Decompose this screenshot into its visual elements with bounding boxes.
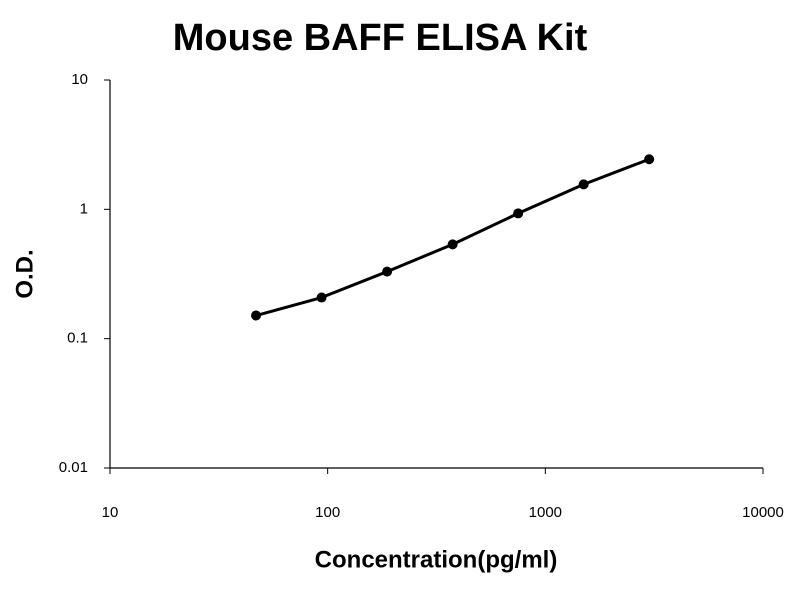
- data-point: [316, 292, 327, 303]
- data-point: [382, 266, 393, 277]
- x-tick-label: 10: [102, 504, 119, 521]
- y-tick-label: 1: [80, 200, 88, 217]
- x-tick-label: 10000: [742, 504, 784, 521]
- data-point: [578, 179, 589, 190]
- x-axis-title: Concentration(pg/ml): [315, 546, 558, 573]
- x-tick-label: 1000: [529, 504, 562, 521]
- data-point: [513, 208, 524, 219]
- y-tick-label: 10: [71, 71, 88, 88]
- data-point: [447, 239, 458, 250]
- chart-title: Mouse BAFF ELISA Kit: [173, 17, 588, 59]
- y-tick-label: 0.1: [67, 330, 88, 347]
- y-axis-title: O.D.: [11, 249, 38, 298]
- data-point: [644, 154, 655, 165]
- curve: [255, 157, 650, 317]
- data-point: [251, 310, 262, 321]
- y-tick-label: 0.01: [59, 459, 88, 476]
- x-tick-label: 100: [315, 504, 340, 521]
